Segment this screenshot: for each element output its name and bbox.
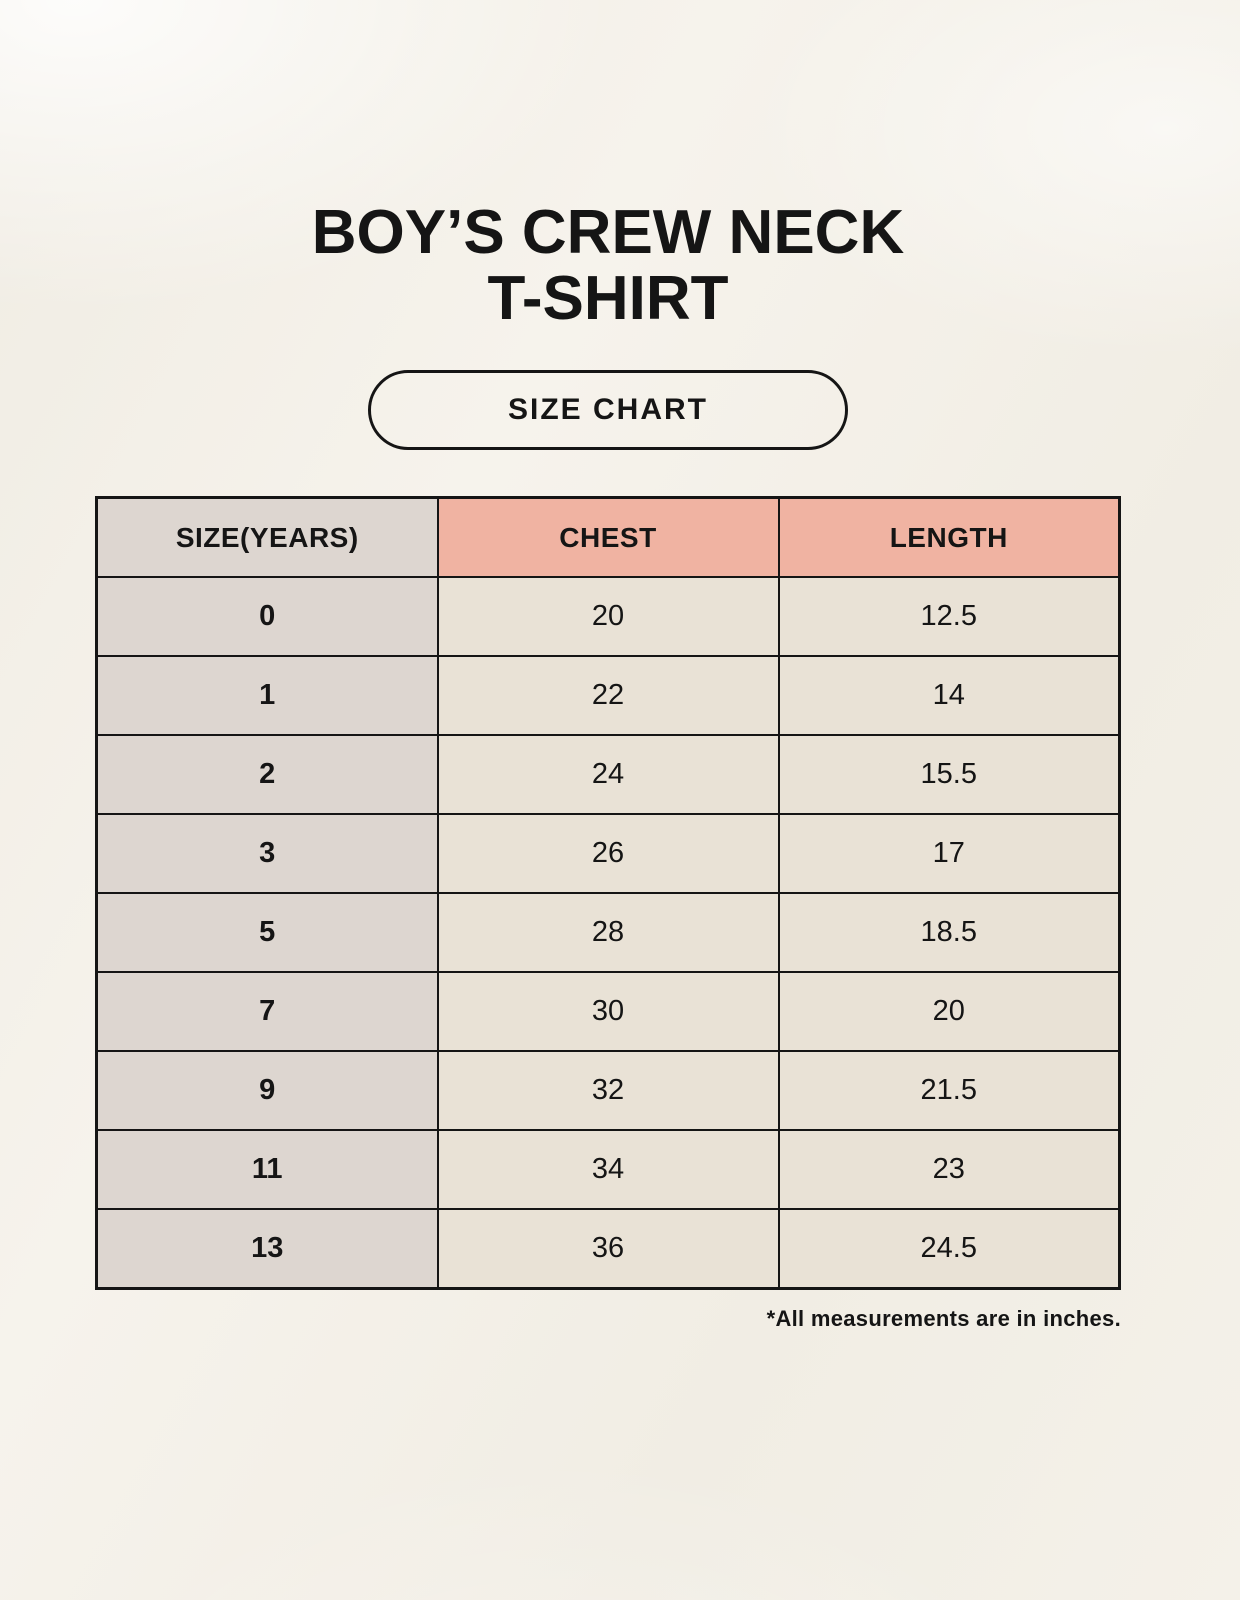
size-cell: 9 xyxy=(95,1050,439,1131)
page-title: BOY’S CREW NECK T-SHIRT xyxy=(95,0,1121,332)
chest-cell: 26 xyxy=(436,813,780,894)
col-header-size-years: SIZE(YEARS) xyxy=(95,496,439,578)
length-cell: 20 xyxy=(777,971,1121,1052)
size-cell: 7 xyxy=(95,971,439,1052)
col-header-length: LENGTH xyxy=(777,496,1121,578)
size-cell: 5 xyxy=(95,892,439,973)
page-title-line1: BOY’S CREW NECK xyxy=(311,198,905,267)
length-cell: 17 xyxy=(777,813,1121,894)
page: BOY’S CREW NECK T-SHIRT SIZE CHART SIZE(… xyxy=(95,0,1121,1332)
col-header-chest: CHEST xyxy=(436,496,780,578)
size-chart-badge: SIZE CHART xyxy=(368,370,848,450)
size-cell: 11 xyxy=(95,1129,439,1210)
size-cell: 3 xyxy=(95,813,439,894)
table-row: 3 26 17 xyxy=(95,813,1121,894)
table-row: 5 28 18.5 xyxy=(95,892,1121,973)
chest-cell: 22 xyxy=(436,655,780,736)
measurements-footnote: *All measurements are in inches. xyxy=(766,1306,1121,1331)
page-title-line2: T-SHIRT xyxy=(487,264,729,333)
table-body: 0 20 12.5 1 22 14 2 24 15.5 3 26 17 5 28 18.5 7 30 20 9 32 2… xyxy=(95,576,1121,1290)
length-cell: 14 xyxy=(777,655,1121,736)
size-cell: 0 xyxy=(95,576,439,657)
length-cell: 12.5 xyxy=(777,576,1121,657)
chest-cell: 36 xyxy=(436,1208,780,1290)
chest-cell: 24 xyxy=(436,734,780,815)
size-cell: 2 xyxy=(95,734,439,815)
chest-cell: 34 xyxy=(436,1129,780,1210)
table-head: SIZE(YEARS) CHEST LENGTH xyxy=(95,496,1121,578)
table-row: 1 22 14 xyxy=(95,655,1121,736)
table-header-row: SIZE(YEARS) CHEST LENGTH xyxy=(95,496,1121,578)
table-row: 13 36 24.5 xyxy=(95,1208,1121,1290)
chest-cell: 28 xyxy=(436,892,780,973)
chest-cell: 30 xyxy=(436,971,780,1052)
chest-cell: 20 xyxy=(436,576,780,657)
size-cell: 13 xyxy=(95,1208,439,1290)
table-row: 11 34 23 xyxy=(95,1129,1121,1210)
size-chart-table: SIZE(YEARS) CHEST LENGTH 0 20 12.5 1 22 14 2 24… xyxy=(95,496,1121,1290)
table-row: 0 20 12.5 xyxy=(95,576,1121,657)
table-row: 2 24 15.5 xyxy=(95,734,1121,815)
length-cell: 23 xyxy=(777,1129,1121,1210)
table-row: 9 32 21.5 xyxy=(95,1050,1121,1131)
size-cell: 1 xyxy=(95,655,439,736)
length-cell: 15.5 xyxy=(777,734,1121,815)
chest-cell: 32 xyxy=(436,1050,780,1131)
table-row: 7 30 20 xyxy=(95,971,1121,1052)
length-cell: 18.5 xyxy=(777,892,1121,973)
length-cell: 21.5 xyxy=(777,1050,1121,1131)
size-chart-badge-label: SIZE CHART xyxy=(508,393,708,426)
length-cell: 24.5 xyxy=(777,1208,1121,1290)
